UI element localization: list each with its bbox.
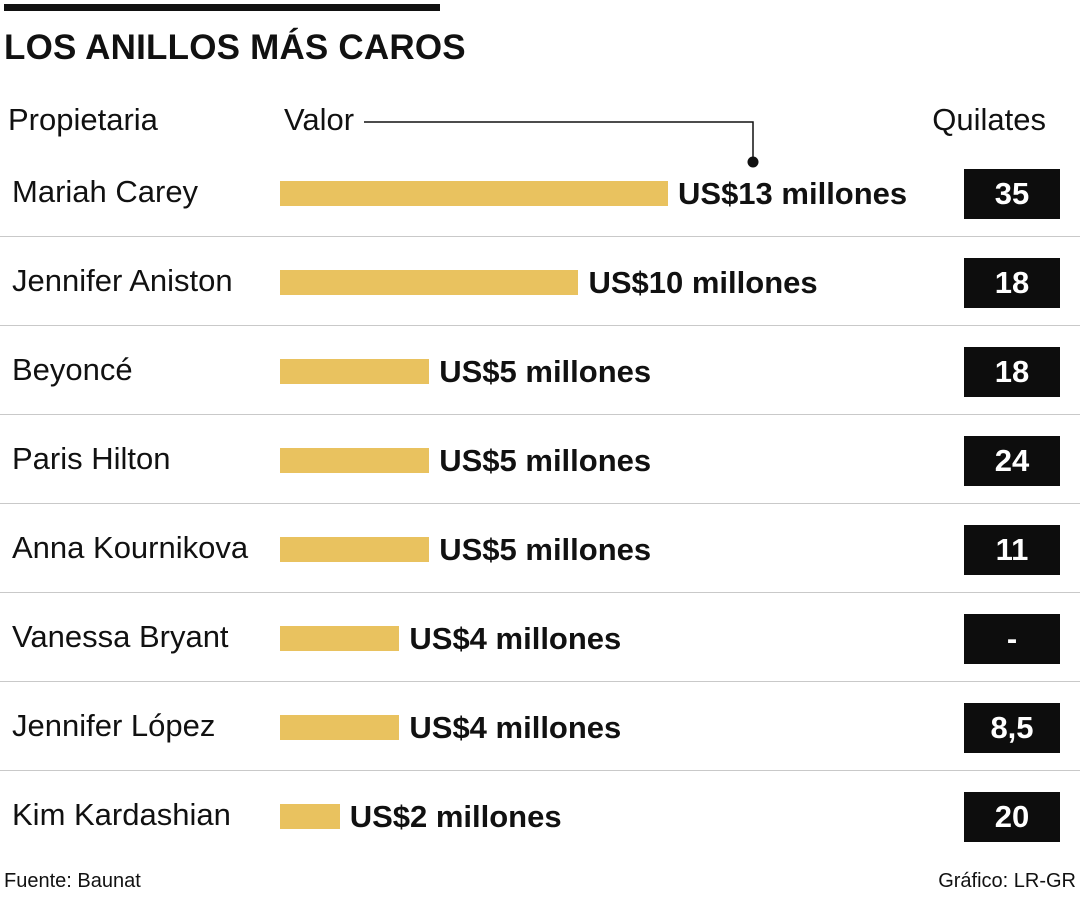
value-column-header: Valor [284, 102, 355, 137]
value-label: US$5 millones [439, 443, 652, 478]
carat-badge: 18 [964, 258, 1060, 308]
value-bar [280, 537, 430, 562]
value-label: US$4 millones [409, 621, 622, 656]
bar-chart-rows: Mariah Carey US$13 millones 35 Jennifer Ani… [0, 148, 1080, 860]
credit-note: Gráfico: LR-GR [938, 870, 1076, 892]
value-bar [280, 626, 400, 651]
top-rule [4, 4, 440, 11]
owner-column-header: Propietaria [8, 102, 158, 137]
chart-title: LOS ANILLOS MÁS CAROS [4, 28, 466, 67]
table-row: Mariah Carey US$13 millones 35 [0, 148, 1080, 237]
value-bar [280, 270, 579, 295]
row-divider [0, 414, 1080, 415]
carat-badge: 35 [964, 169, 1060, 219]
table-row: Anna Kournikova US$5 millones 11 [0, 504, 1080, 593]
row-divider [0, 592, 1080, 593]
owner-name: Vanessa Bryant [12, 619, 229, 654]
value-label: US$4 millones [409, 710, 622, 745]
row-divider [0, 681, 1080, 682]
owner-name: Jennifer Aniston [12, 263, 233, 298]
value-bar [280, 448, 430, 473]
value-label: US$2 millones [349, 799, 562, 834]
carat-badge: 8,5 [964, 703, 1060, 753]
owner-name: Paris Hilton [12, 441, 171, 476]
owner-name: Mariah Carey [12, 174, 199, 209]
row-divider [0, 236, 1080, 237]
table-row: Paris Hilton US$5 millones 24 [0, 415, 1080, 504]
row-divider [0, 503, 1080, 504]
owner-name: Kim Kardashian [12, 797, 231, 832]
carats-column-header: Quilates [932, 102, 1046, 137]
carat-badge: 24 [964, 436, 1060, 486]
value-label: US$5 millones [439, 354, 652, 389]
carat-badge: - [964, 614, 1060, 664]
table-row: Jennifer Aniston US$10 millones 18 [0, 237, 1080, 326]
value-bar [280, 804, 340, 829]
table-row: Beyoncé US$5 millones 18 [0, 326, 1080, 415]
value-bar [280, 359, 430, 384]
carat-badge: 20 [964, 792, 1060, 842]
source-note: Fuente: Baunat [4, 870, 141, 892]
row-divider [0, 325, 1080, 326]
row-divider [0, 770, 1080, 771]
owner-name: Jennifer López [12, 708, 216, 743]
value-bar [280, 715, 400, 740]
table-row: Kim Kardashian US$2 millones 20 [0, 771, 1080, 860]
value-label: US$10 millones [588, 265, 818, 300]
owner-name: Anna Kournikova [12, 530, 249, 565]
value-label: US$5 millones [439, 532, 652, 567]
carat-badge: 11 [964, 525, 1060, 575]
carat-badge: 18 [964, 347, 1060, 397]
table-row: Jennifer López US$4 millones 8,5 [0, 682, 1080, 771]
owner-name: Beyoncé [12, 352, 133, 387]
table-row: Vanessa Bryant US$4 millones - [0, 593, 1080, 682]
value-bar [280, 181, 668, 206]
value-label: US$13 millones [678, 176, 908, 211]
